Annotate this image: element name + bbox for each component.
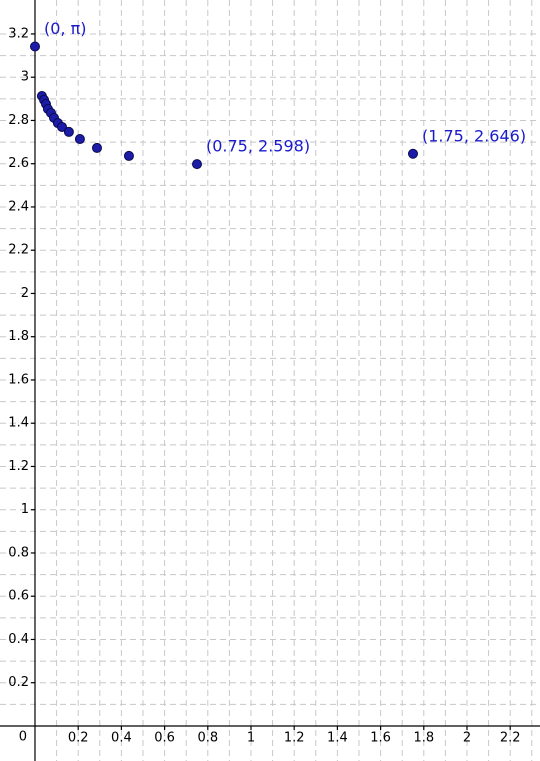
point-label: (1.75, 2.646) <box>422 126 526 145</box>
y-tick-label: 1.8 <box>8 329 29 344</box>
x-tick-label: 0.8 <box>197 730 218 745</box>
x-tick-label: 1 <box>247 730 255 745</box>
y-tick-label: 1.2 <box>8 459 29 474</box>
y-tick-label: 1.6 <box>8 372 29 387</box>
y-tick-label: 2.6 <box>8 156 29 171</box>
x-tick-label: 2 <box>463 730 471 745</box>
x-tick-label: 0.6 <box>154 730 175 745</box>
y-tick-label: 2.8 <box>8 113 29 128</box>
point <box>63 126 74 137</box>
point <box>91 142 102 153</box>
y-tick-label: 0.8 <box>8 545 29 560</box>
y-tick-label: 2.2 <box>8 243 29 258</box>
point <box>74 134 85 145</box>
y-tick-label: 0.2 <box>8 675 29 690</box>
point-label: (0, π) <box>44 19 86 38</box>
y-tick-label: 3 <box>21 70 29 85</box>
point <box>56 121 67 132</box>
point <box>407 148 418 159</box>
x-tick-label: 0.4 <box>111 730 132 745</box>
x-tick-label: 1.6 <box>370 730 391 745</box>
x-tick-label: 0.2 <box>68 730 89 745</box>
x-tick-label: 0 <box>19 729 27 744</box>
x-tick-label: 1.2 <box>284 730 305 745</box>
point <box>123 150 134 161</box>
y-tick-label: 0.4 <box>8 632 29 647</box>
y-tick-label: 2 <box>21 286 29 301</box>
x-tick-label: 1.8 <box>413 730 434 745</box>
x-tick-label: 2.2 <box>500 730 521 745</box>
point <box>191 159 202 170</box>
x-tick-label: 1.4 <box>327 730 348 745</box>
y-tick-label: 0.6 <box>8 589 29 604</box>
y-tick-label: 1.4 <box>8 416 29 431</box>
point-label: (0.75, 2.598) <box>206 137 310 156</box>
y-tick-label: 2.4 <box>8 199 29 214</box>
point <box>29 41 40 52</box>
y-tick-label: 1 <box>21 502 29 517</box>
y-tick-label: 3.2 <box>8 26 29 41</box>
